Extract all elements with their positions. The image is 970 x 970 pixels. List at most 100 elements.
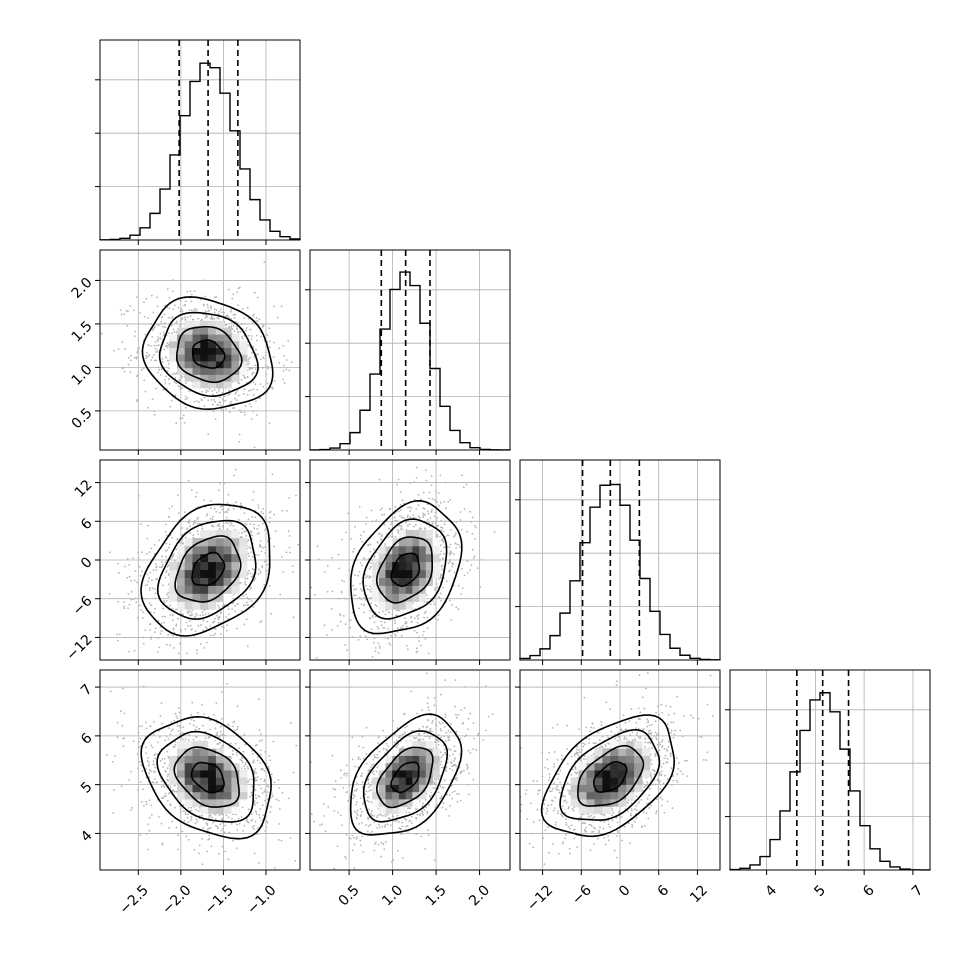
scatter-point bbox=[259, 570, 262, 573]
scatter-point bbox=[225, 408, 227, 410]
scatter-point bbox=[261, 792, 264, 794]
density-cell bbox=[169, 334, 178, 342]
scatter-point bbox=[369, 565, 372, 568]
scatter-point bbox=[234, 392, 237, 395]
density-cell bbox=[192, 334, 201, 342]
scatter-point bbox=[121, 367, 124, 370]
scatter-point bbox=[215, 296, 218, 298]
scatter-point bbox=[379, 647, 381, 649]
scatter-point bbox=[263, 583, 266, 586]
scatter-point bbox=[243, 376, 246, 379]
scatter-point bbox=[123, 601, 125, 603]
scatter-point bbox=[222, 626, 225, 628]
scatter-point bbox=[455, 521, 458, 523]
scatter-point bbox=[260, 550, 263, 553]
scatter-point bbox=[215, 511, 218, 513]
scatter-point bbox=[209, 625, 212, 627]
scatter-point bbox=[134, 356, 136, 359]
scatter-point bbox=[219, 612, 222, 615]
scatter-point bbox=[168, 727, 171, 729]
scatter-point bbox=[212, 821, 215, 824]
scatter-point bbox=[287, 339, 290, 342]
scatter-point bbox=[161, 565, 164, 567]
scatter-point bbox=[139, 834, 142, 836]
density-cell bbox=[169, 569, 178, 578]
scatter-point bbox=[150, 547, 153, 550]
scatter-point bbox=[149, 629, 152, 631]
scatter-point bbox=[219, 482, 221, 485]
scatter-point bbox=[255, 813, 258, 815]
scatter-point bbox=[423, 527, 426, 529]
scatter-point bbox=[203, 279, 205, 282]
scatter-point bbox=[229, 521, 231, 523]
scatter-point bbox=[153, 410, 156, 413]
density-cell bbox=[372, 585, 380, 594]
scatter-point bbox=[270, 612, 273, 615]
scatter-point bbox=[413, 630, 416, 632]
scatter-point bbox=[172, 634, 175, 637]
scatter-point bbox=[275, 798, 278, 801]
scatter-point bbox=[190, 309, 193, 312]
scatter-point bbox=[222, 827, 224, 830]
scatter-point bbox=[184, 813, 187, 815]
density-cell bbox=[239, 791, 248, 800]
density-cell bbox=[192, 784, 201, 793]
scatter-point bbox=[213, 617, 216, 620]
scatter-point bbox=[227, 608, 230, 610]
scatter-point bbox=[461, 567, 463, 570]
scatter-point bbox=[227, 509, 230, 511]
scatter-point bbox=[138, 565, 141, 568]
scatter-point bbox=[165, 534, 168, 537]
scatter-point bbox=[218, 389, 220, 392]
scatter-point bbox=[363, 530, 365, 533]
scatter-point bbox=[158, 816, 160, 818]
scatter-point bbox=[297, 543, 300, 546]
scatter-point bbox=[221, 391, 224, 394]
scatter-point bbox=[143, 315, 146, 318]
scatter-point bbox=[388, 642, 391, 645]
scatter-point bbox=[187, 625, 189, 627]
scatter-point bbox=[382, 610, 384, 613]
density-cell bbox=[419, 553, 427, 563]
scatter-point bbox=[260, 620, 263, 622]
scatter-point bbox=[154, 359, 157, 362]
scatter-point bbox=[213, 311, 216, 314]
scatter-point bbox=[326, 590, 329, 593]
scatter-point bbox=[331, 590, 334, 593]
scatter-point bbox=[116, 721, 119, 724]
scatter-point bbox=[398, 524, 400, 527]
scatter-point bbox=[175, 623, 178, 626]
scatter-point bbox=[149, 571, 152, 574]
scatter-point bbox=[204, 737, 207, 740]
scatter-point bbox=[176, 537, 179, 540]
scatter-point bbox=[271, 386, 273, 389]
scatter-point bbox=[246, 577, 249, 580]
contour-level-1 bbox=[173, 746, 240, 808]
scatter-point bbox=[153, 754, 156, 756]
y-tick-label: −12 bbox=[63, 632, 95, 664]
scatter-point bbox=[144, 584, 147, 587]
scatter-point bbox=[153, 631, 156, 633]
scatter-point bbox=[160, 566, 163, 569]
scatter-point bbox=[211, 816, 214, 819]
scatter-point bbox=[143, 379, 146, 382]
scatter-point bbox=[120, 785, 123, 788]
scatter-point bbox=[288, 369, 291, 372]
scatter-point bbox=[249, 523, 252, 526]
scatter-point bbox=[439, 526, 442, 529]
scatter-point bbox=[363, 604, 365, 607]
density-cell bbox=[208, 741, 217, 749]
scatter-point bbox=[244, 405, 247, 407]
density-cell bbox=[192, 381, 201, 389]
scatter-point bbox=[161, 555, 164, 558]
scatter-point bbox=[440, 529, 443, 532]
scatter-point bbox=[123, 712, 126, 715]
density-cell bbox=[378, 561, 386, 571]
scatter-point bbox=[256, 527, 259, 530]
scatter-point bbox=[411, 680, 413, 682]
scatter-point bbox=[235, 847, 238, 850]
scatter-point bbox=[167, 738, 170, 740]
scatter-point bbox=[376, 753, 379, 756]
scatter-point bbox=[268, 422, 271, 425]
scatter-point bbox=[127, 357, 130, 359]
